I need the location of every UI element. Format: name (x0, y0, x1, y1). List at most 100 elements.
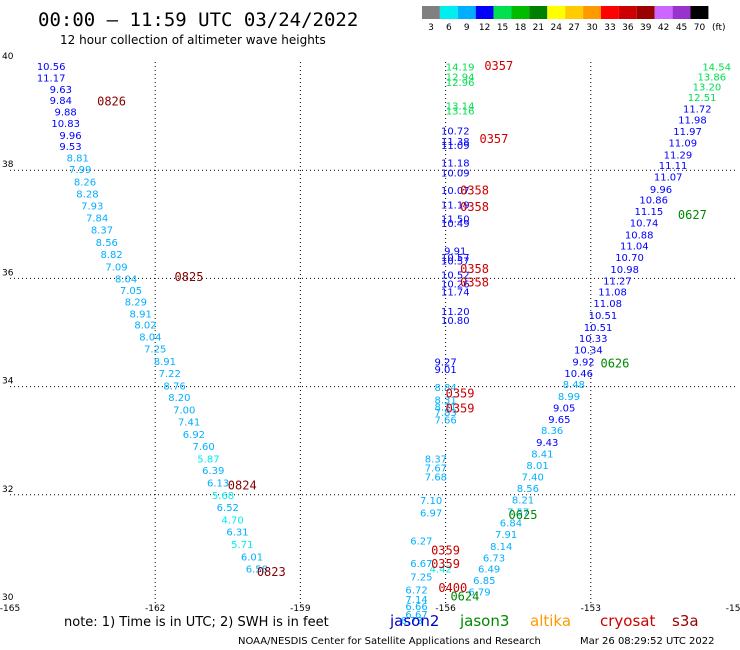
wave-height-point: 10.51 (584, 323, 613, 334)
pass-time-label: 0625 (509, 508, 538, 522)
wave-height-point: 12.96 (446, 78, 475, 89)
color-scale-legend: 3 6 9 12 15 18 21 24 27 30 33 36 39 42 45 70 (422, 6, 709, 33)
wave-height-point: 11.08 (598, 288, 627, 299)
wave-height-point: 7.25 (144, 345, 166, 356)
pass-time-label: 0358 (460, 184, 489, 198)
wave-height-point: 8.26 (74, 177, 96, 188)
x-tick-label: -150 (726, 604, 740, 614)
pass-time-label: 0825 (175, 270, 204, 284)
pass-time-label: 0358 (460, 276, 489, 290)
satellite-jason2-label: jason2 (389, 612, 439, 630)
pass-time-label: 0624 (450, 589, 479, 603)
legend-tick-label: 18 (515, 23, 527, 33)
legend-swatch (511, 6, 530, 19)
satellite-altika-label: altika (530, 612, 571, 630)
legend-tick-label: 24 (551, 23, 563, 33)
legend-swatch (565, 6, 584, 19)
wave-height-point: 5.87 (197, 454, 219, 465)
wave-height-point: 11.11 (659, 161, 688, 172)
x-tick-label: -165 (0, 604, 20, 614)
wave-height-point: 11.27 (603, 276, 632, 287)
pass-time-label: 0824 (228, 478, 257, 492)
legend-tick-label: 30 (586, 23, 598, 33)
satellite-s3a-label: s3a (672, 612, 699, 630)
wave-height-point: 7.05 (120, 286, 142, 297)
legend-tick-label: 9 (464, 23, 470, 33)
wave-height-point: 9.88 (55, 108, 77, 119)
wave-height-point: 7.68 (425, 473, 447, 484)
pass-time-label: 0359 (446, 386, 475, 400)
wave-height-point: 11.20 (441, 307, 470, 318)
legend-swatch (547, 6, 566, 19)
wave-height-point: 4.42 (430, 565, 452, 576)
wave-height-point: 10.70 (615, 253, 644, 264)
wave-height-point: 14.54 (702, 63, 731, 74)
wave-height-point: 9.27 (434, 358, 456, 369)
wave-height-point: 11.50 (441, 215, 470, 226)
wave-height-point: 10.46 (564, 369, 593, 380)
wave-height-point: 8.28 (76, 189, 98, 200)
chart-title: 00:00 – 11:59 UTC 03/24/2022 (38, 9, 358, 31)
wave-height-point: 7.25 (410, 572, 432, 583)
wave-height-point: 8.48 (563, 380, 585, 391)
wave-height-point: 13.86 (697, 72, 726, 83)
wave-height-point: 6.84 (500, 519, 522, 530)
wave-height-point: 11.72 (683, 104, 712, 115)
wave-height-point: 9.96 (59, 131, 81, 142)
wave-height-point: 9.91 (444, 247, 466, 258)
wave-height-point: 11.09 (441, 141, 470, 152)
pass-time-label: 0357 (479, 132, 508, 146)
pass-time-label: 0826 (97, 94, 126, 108)
wave-height-point: 10.56 (37, 62, 66, 73)
legend-swatch (690, 6, 709, 19)
wave-height-point: 8.56 (96, 238, 118, 249)
wave-height-point: 8.41 (531, 449, 553, 460)
wave-height-point: 8.31 (434, 395, 456, 406)
wave-height-point: 7.14 (405, 595, 427, 606)
wave-height-point: 8.01 (526, 461, 548, 472)
wave-height-point: 6.52 (217, 503, 239, 514)
wave-height-point: 14.19 (446, 63, 475, 74)
pass-time-label: 0359 (431, 557, 460, 571)
wave-height-point: 5.68 (212, 491, 234, 502)
legend-tick-label: 6 (446, 23, 452, 33)
wave-height-point: 10.88 (625, 230, 654, 241)
wave-height-point: 7.40 (522, 473, 544, 484)
satellite-jason3-label: jason3 (459, 612, 509, 630)
wave-height-point: 7.67 (425, 464, 447, 475)
wave-height-point: 9.84 (50, 96, 72, 107)
legend-swatch (672, 6, 691, 19)
wave-height-point: 7.22 (159, 369, 181, 380)
wave-height-point: 8.14 (490, 542, 512, 553)
pass-time-label: 0357 (484, 59, 513, 73)
wave-height-point: 7.84 (86, 214, 108, 225)
wave-height-point: 10.57 (441, 256, 470, 267)
wave-height-point: 9.92 (572, 358, 594, 369)
pass-time-label: 0400 (438, 581, 467, 595)
wave-height-point: 9.65 (548, 415, 570, 426)
wave-height-point: 13.16 (446, 106, 475, 117)
wave-height-point: 10.51 (589, 311, 618, 322)
wave-height-point: 8.84 (434, 383, 456, 394)
wave-height-point: 11.09 (668, 138, 697, 149)
plot-area: -165 -162 -159 -156 -153 -150 30 32 34 36 38 40 10.5… (0, 52, 740, 627)
wave-height-point: 11.19 (441, 201, 470, 212)
y-tick-label: 40 (2, 52, 14, 62)
wave-height-point: 7.57 (507, 507, 529, 518)
wave-height-point: 8.29 (125, 297, 147, 308)
wave-height-point: 6.58 (246, 565, 268, 576)
pass-time-label: 0823 (257, 565, 286, 579)
wave-height-point: 10.33 (579, 334, 608, 345)
legend-swatch (457, 6, 476, 19)
wave-height-point: 6.66 (405, 602, 427, 613)
wave-height-point: 8.21 (434, 402, 456, 413)
wave-height-point: 10.07 (441, 186, 470, 197)
wave-height-point: 10.72 (441, 126, 470, 137)
wave-height-point: 11.18 (441, 158, 470, 169)
wave-height-point: 11.97 (673, 127, 702, 138)
legend-swatch (475, 6, 494, 19)
x-tick-label: -162 (145, 604, 165, 614)
wave-height-point: 10.49 (441, 219, 470, 230)
wave-height-point: 6.92 (183, 430, 205, 441)
wave-height-point: 6.49 (478, 565, 500, 576)
